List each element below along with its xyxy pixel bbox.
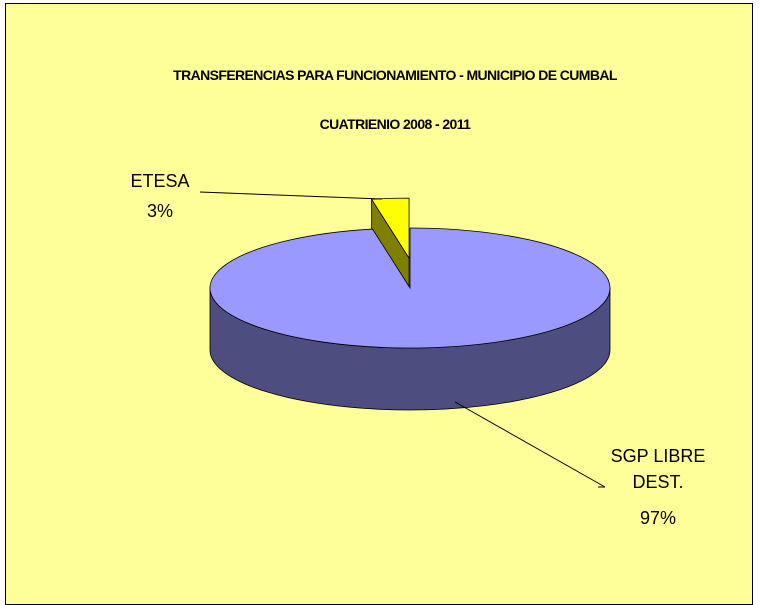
slice-value-label: 97%: [639, 508, 677, 528]
slice-label: SGP LIBRE DEST.: [610, 446, 706, 492]
chart-title: TRANSFERENCIAS PARA FUNCIONAMIENTO - MUN…: [173, 67, 617, 83]
pie-slice: [209, 227, 611, 349]
pie-slice: [370, 197, 410, 260]
leader-line: [199, 191, 383, 200]
chart-subtitle: CUATRIENIO 2008 - 2011: [319, 116, 471, 132]
slice-label: ETESA: [130, 171, 190, 191]
leader-line: [454, 401, 606, 488]
slice-value-label: 3%: [146, 201, 173, 221]
